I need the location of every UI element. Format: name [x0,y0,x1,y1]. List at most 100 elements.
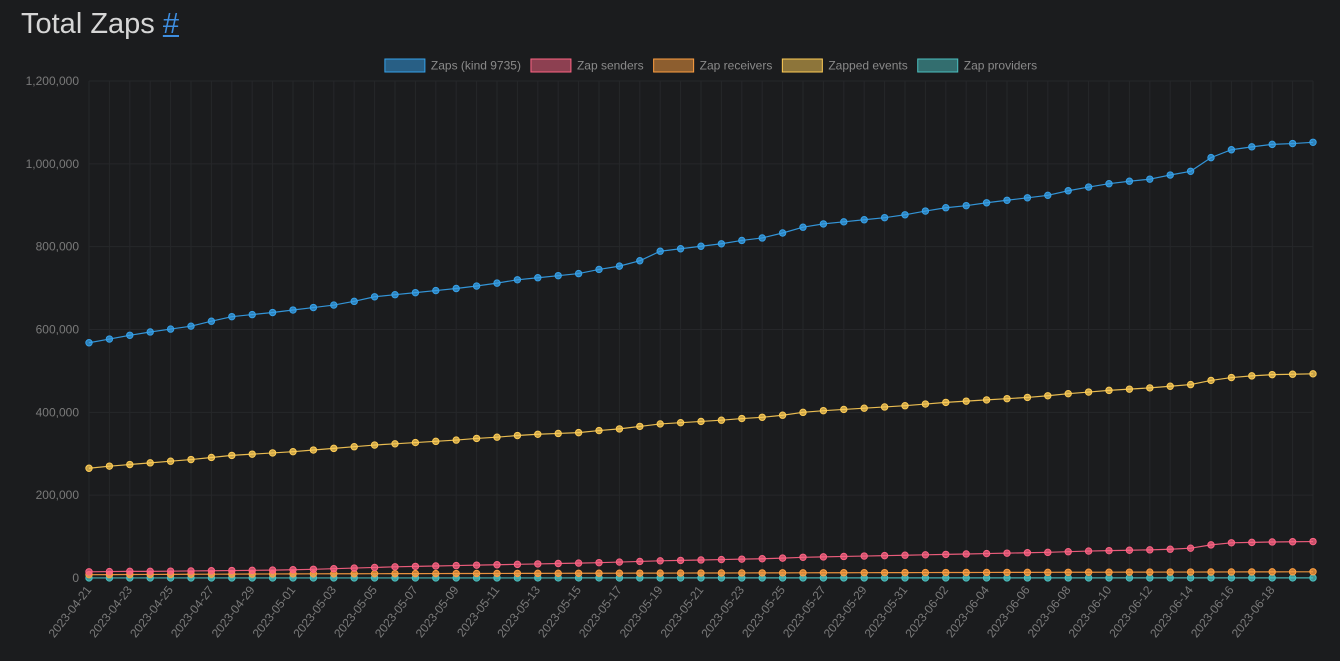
data-point-zaps[interactable] [289,306,297,314]
data-point-senders[interactable] [1309,537,1317,546]
data-point-zaps[interactable] [268,308,277,317]
data-point-zaps[interactable] [860,216,868,224]
data-point-events[interactable] [309,446,318,454]
data-point-zaps[interactable] [432,286,440,295]
data-point-zaps[interactable] [717,240,726,248]
data-point-senders[interactable] [289,566,297,574]
data-point-receivers[interactable] [799,569,807,577]
data-point-zaps[interactable] [676,245,685,253]
data-point-zaps[interactable] [493,279,501,287]
data-point-zaps[interactable] [697,242,705,250]
data-point-senders[interactable] [472,561,481,569]
data-point-zaps[interactable] [942,204,950,212]
data-point-zaps[interactable] [1064,187,1072,195]
data-point-zaps[interactable] [574,269,583,278]
data-point-receivers[interactable] [656,569,664,577]
data-point-senders[interactable] [1248,538,1256,547]
data-point-events[interactable] [1064,389,1072,398]
data-point-senders[interactable] [268,566,277,574]
data-point-events[interactable] [1166,382,1174,390]
data-point-senders[interactable] [962,550,970,558]
data-point-senders[interactable] [85,568,93,576]
data-point-events[interactable] [187,455,195,464]
data-point-zaps[interactable] [636,257,644,265]
data-point-senders[interactable] [513,560,522,569]
data-point-events[interactable] [840,405,848,414]
data-point-senders[interactable] [1064,548,1072,556]
data-point-events[interactable] [697,417,705,426]
data-point-receivers[interactable] [615,569,624,577]
data-point-zaps[interactable] [370,293,379,301]
data-point-zaps[interactable] [187,322,195,330]
data-point-events[interactable] [289,447,297,456]
data-point-senders[interactable] [697,556,705,564]
data-point-receivers[interactable] [1207,568,1215,576]
data-point-senders[interactable] [1227,539,1236,547]
data-point-senders[interactable] [1105,546,1113,555]
data-point-receivers[interactable] [840,569,848,577]
data-point-events[interactable] [1207,376,1215,385]
data-point-senders[interactable] [350,564,358,572]
data-point-senders[interactable] [126,567,134,576]
data-point-zaps[interactable] [166,325,175,333]
data-point-zaps[interactable] [85,339,93,347]
data-point-events[interactable] [1186,380,1195,389]
data-point-providers[interactable] [1248,574,1256,582]
data-point-events[interactable] [411,438,420,447]
data-point-senders[interactable] [595,558,603,567]
data-point-zaps[interactable] [901,211,909,219]
data-point-zaps[interactable] [1309,138,1317,146]
data-point-zaps[interactable] [1023,194,1032,202]
legend-item-receivers[interactable]: Zap receivers [653,58,773,73]
data-point-zaps[interactable] [1227,146,1236,154]
data-point-events[interactable] [982,396,991,404]
data-point-receivers[interactable] [595,569,603,577]
data-point-senders[interactable] [166,567,175,575]
data-point-events[interactable] [1003,394,1011,403]
data-point-zaps[interactable] [452,284,460,293]
data-point-events[interactable] [676,418,685,427]
data-point-events[interactable] [1268,370,1276,379]
data-point-senders[interactable] [758,555,766,563]
data-point-senders[interactable] [738,555,746,563]
data-point-senders[interactable] [982,549,991,558]
data-point-receivers[interactable] [1044,568,1052,577]
data-point-receivers[interactable] [778,569,787,577]
data-point-zaps[interactable] [411,288,420,297]
data-point-senders[interactable] [187,567,195,575]
data-point-senders[interactable] [1084,547,1093,555]
data-point-senders[interactable] [656,557,664,565]
data-point-zaps[interactable] [105,335,114,343]
data-point-senders[interactable] [1166,545,1174,553]
permalink-anchor[interactable]: # [162,8,179,40]
data-point-receivers[interactable] [1064,568,1072,576]
data-point-zaps[interactable] [921,207,930,215]
data-point-senders[interactable] [330,564,338,573]
data-point-senders[interactable] [391,563,399,571]
data-point-senders[interactable] [717,555,726,564]
data-point-events[interactable] [330,444,338,453]
data-point-senders[interactable] [636,557,644,566]
data-point-receivers[interactable] [554,569,562,578]
data-point-zaps[interactable] [248,310,256,319]
data-point-senders[interactable] [370,563,379,572]
data-point-senders[interactable] [615,558,624,566]
legend-item-events[interactable]: Zapped events [781,58,908,73]
data-point-zaps[interactable] [738,236,746,245]
data-point-receivers[interactable] [1105,568,1113,576]
data-point-events[interactable] [513,431,522,440]
data-point-events[interactable] [656,420,664,428]
data-point-receivers[interactable] [717,569,726,577]
data-point-senders[interactable] [1207,541,1215,549]
data-point-events[interactable] [860,404,868,412]
data-point-events[interactable] [391,440,399,448]
legend-item-senders[interactable]: Zap senders [530,58,644,73]
data-point-senders[interactable] [676,556,685,565]
data-point-receivers[interactable] [1125,568,1134,576]
data-point-events[interactable] [228,451,236,460]
data-point-receivers[interactable] [411,569,420,578]
data-point-events[interactable] [146,459,154,467]
data-point-zaps[interactable] [778,229,787,237]
data-point-receivers[interactable] [452,569,460,578]
data-point-receivers[interactable] [962,568,970,577]
